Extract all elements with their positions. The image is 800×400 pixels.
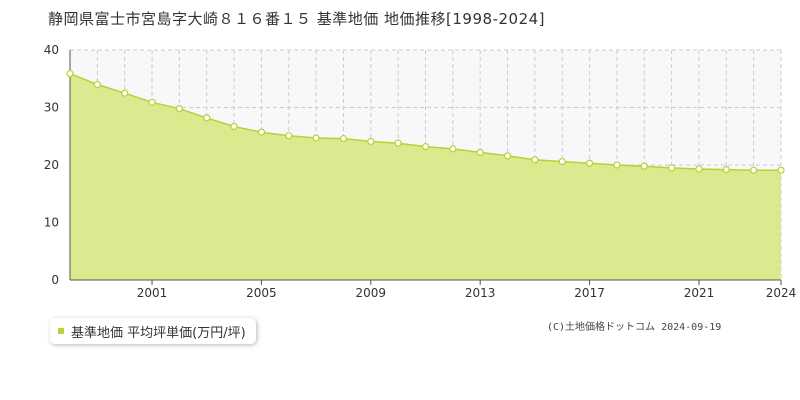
data-point [175, 105, 183, 113]
data-point [148, 98, 156, 106]
copyright-text: (C)土地価格ドットコム 2024-09-19 [547, 322, 722, 333]
data-point [312, 134, 320, 142]
data-point [585, 159, 594, 167]
data-point [722, 166, 730, 174]
legend: 基準地価 平均坪単価(万円/坪) [50, 318, 256, 344]
data-point [558, 157, 566, 166]
chart-plot: 0 10 20 30 40 2001 2005 2009 2013 2017 2021 2024 [44, 43, 797, 300]
data-point [203, 114, 211, 122]
data-point [257, 128, 266, 136]
data-point [476, 148, 484, 156]
legend-swatch-icon [58, 328, 64, 334]
data-point [93, 80, 101, 89]
data-point [640, 162, 648, 170]
y-tick-label: 10 [44, 216, 59, 230]
x-tick-label: 2024 [766, 286, 797, 300]
y-tick-label: 30 [44, 101, 59, 115]
data-point [285, 132, 293, 140]
data-point [230, 122, 238, 131]
data-point [531, 156, 539, 164]
data-point [777, 166, 785, 174]
data-point [121, 89, 129, 97]
chart-title: 静岡県富士市宮島字大崎８１６番１５ 基準地価 地価推移[1998-2024] [48, 10, 546, 28]
data-point [394, 139, 402, 147]
data-point [449, 145, 457, 153]
data-point [668, 164, 676, 172]
data-point [503, 152, 512, 160]
x-tick-label: 2001 [137, 286, 168, 300]
data-point [613, 161, 621, 169]
y-tick-label: 20 [44, 158, 59, 172]
series-area [70, 73, 781, 280]
data-point [421, 143, 430, 151]
y-tick-label: 40 [44, 43, 59, 57]
y-tick-label: 0 [51, 273, 59, 287]
x-tick-label: 2005 [246, 286, 277, 300]
x-tick-label: 2021 [684, 286, 715, 300]
data-point [695, 165, 703, 173]
x-tick-label: 2009 [356, 286, 387, 300]
data-point [339, 134, 348, 143]
legend-label: 基準地価 平均坪単価(万円/坪) [71, 325, 246, 341]
data-point [750, 166, 758, 174]
x-tick-label: 2017 [574, 286, 605, 300]
data-point [367, 137, 375, 146]
data-point [66, 69, 74, 78]
x-tick-label: 2013 [465, 286, 496, 300]
